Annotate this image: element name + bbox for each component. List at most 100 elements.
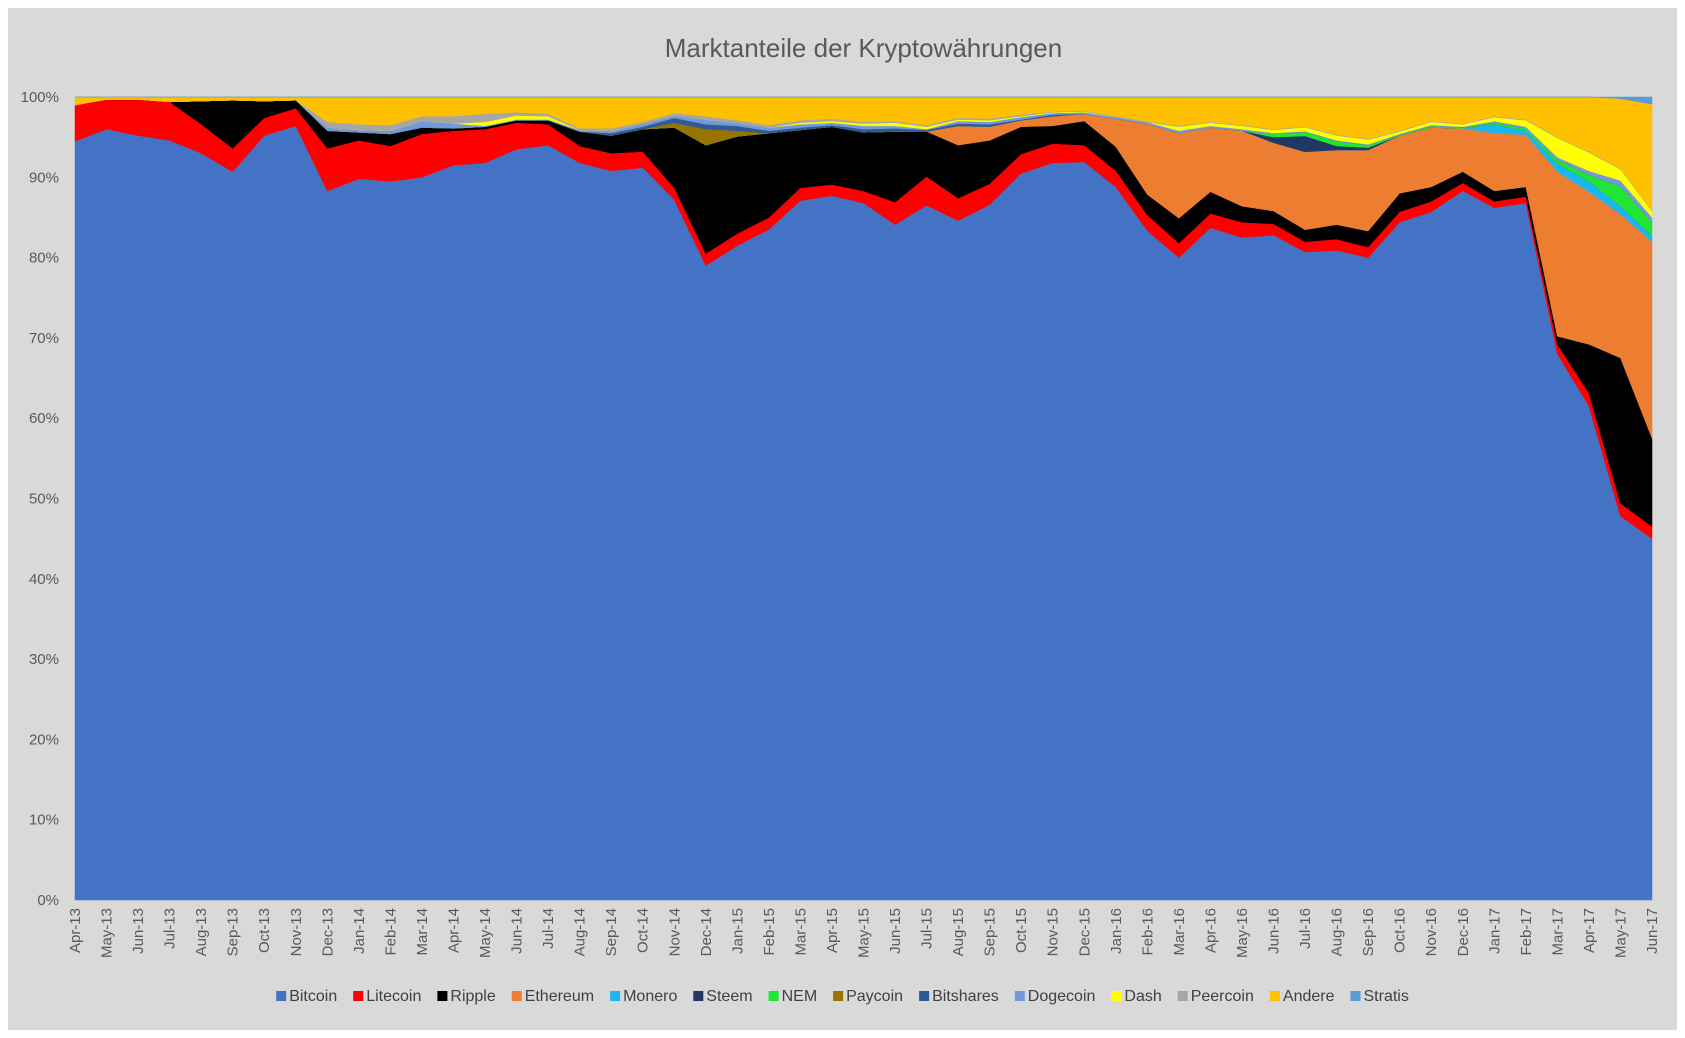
y-tick-label: 30% xyxy=(29,651,59,668)
legend-swatch xyxy=(919,991,930,1001)
x-tick-label: May-13 xyxy=(99,908,116,958)
x-tick-label: Mar-14 xyxy=(414,908,431,956)
y-tick-label: 0% xyxy=(37,892,59,909)
x-tick-label: Jul-14 xyxy=(540,908,557,949)
x-tick-label: Sep-14 xyxy=(603,908,620,956)
legend-swatch xyxy=(511,991,522,1001)
y-tick-label: 80% xyxy=(29,250,59,267)
x-tick-label: Sep-13 xyxy=(225,908,242,956)
x-tick-label: Nov-15 xyxy=(1045,908,1062,956)
x-tick-label: Sep-16 xyxy=(1360,908,1377,956)
x-tick-label: Mar-17 xyxy=(1549,908,1566,956)
x-tick-label: Oct-13 xyxy=(256,908,273,953)
x-tick-label: Mar-16 xyxy=(1171,908,1188,956)
x-tick-label: Jun-15 xyxy=(887,908,904,954)
x-tick-label: Apr-13 xyxy=(67,908,84,953)
legend-swatch xyxy=(610,991,621,1001)
x-tick-label: Feb-16 xyxy=(1139,908,1156,956)
legend: Bitcoin Litecoin Ripple Ethereum Monero Steem… xyxy=(276,988,1409,1005)
legend-item-peercoin: Peercoin xyxy=(1177,988,1254,1005)
legend-label: Steem xyxy=(706,988,752,1005)
legend-swatch xyxy=(1014,991,1025,1001)
legend-swatch xyxy=(693,991,704,1001)
y-tick-label: 10% xyxy=(29,812,59,829)
legend-item-ripple: Ripple xyxy=(437,988,496,1005)
x-tick-label: Apr-15 xyxy=(824,908,841,953)
x-tick-label: May-16 xyxy=(1234,908,1251,958)
legend-item-nem: NEM xyxy=(768,988,818,1005)
legend-item-andere: Andere xyxy=(1269,988,1335,1005)
legend-label: Bitcoin xyxy=(289,988,337,1005)
legend-label: Paycoin xyxy=(846,988,903,1005)
x-axis-tick-labels: Apr-13 May-13 Jun-13 Jul-13 Aug-13 Sep-13 Oct-… xyxy=(67,908,1661,958)
legend-item-bitcoin: Bitcoin xyxy=(276,988,337,1005)
x-tick-label: Dec-14 xyxy=(698,908,715,956)
legend-swatch xyxy=(276,991,287,1001)
legend-swatch xyxy=(1350,991,1361,1001)
legend-label: Ripple xyxy=(450,988,495,1005)
legend-item-dash: Dash xyxy=(1111,988,1162,1005)
legend-label: Monero xyxy=(623,988,677,1005)
x-tick-label: Aug-15 xyxy=(950,908,967,956)
x-tick-label: Jun-16 xyxy=(1266,908,1283,954)
legend-label: Stratis xyxy=(1364,988,1409,1005)
x-tick-label: Nov-16 xyxy=(1423,908,1440,956)
x-tick-label: Feb-17 xyxy=(1518,908,1535,956)
x-tick-label: Jan-15 xyxy=(729,908,746,954)
x-tick-label: Oct-16 xyxy=(1392,908,1409,953)
y-tick-label: 40% xyxy=(29,571,59,588)
x-tick-label: Apr-14 xyxy=(445,908,462,953)
x-tick-label: Aug-13 xyxy=(193,908,210,956)
legend-label: NEM xyxy=(782,988,818,1005)
legend-label: Ethereum xyxy=(525,988,594,1005)
x-tick-label: Nov-13 xyxy=(288,908,305,956)
legend-label: Litecoin xyxy=(366,988,421,1005)
x-tick-label: Oct-15 xyxy=(1013,908,1030,953)
legend-item-monero: Monero xyxy=(610,988,677,1005)
x-tick-label: May-15 xyxy=(856,908,873,958)
legend-item-steem: Steem xyxy=(693,988,753,1005)
legend-item-stratis: Stratis xyxy=(1350,988,1409,1005)
x-tick-label: Nov-14 xyxy=(666,908,683,956)
legend-label: Bitshares xyxy=(932,988,999,1005)
legend-swatch xyxy=(353,991,364,1001)
x-tick-label: Aug-16 xyxy=(1329,908,1346,956)
legend-label: Andere xyxy=(1283,988,1335,1005)
legend-swatch xyxy=(768,991,779,1001)
x-tick-label: Feb-15 xyxy=(761,908,778,956)
x-tick-label: Mar-15 xyxy=(792,908,809,956)
legend-swatch xyxy=(833,991,844,1001)
x-tick-label: Aug-14 xyxy=(572,908,589,956)
x-tick-label: Jun-13 xyxy=(130,908,147,954)
legend-swatch xyxy=(1177,991,1188,1001)
y-tick-label: 100% xyxy=(21,89,59,106)
x-tick-label: Jan-16 xyxy=(1108,908,1125,954)
x-tick-label: Dec-15 xyxy=(1076,908,1093,956)
y-axis-tick-labels: 0% 10% 20% 30% 40% 50% 60% 70% 80% 90% 100% xyxy=(21,89,59,909)
x-tick-label: Apr-16 xyxy=(1202,908,1219,953)
y-tick-label: 50% xyxy=(29,491,59,508)
x-tick-label: Dec-13 xyxy=(319,908,336,956)
x-tick-label: Jun-14 xyxy=(509,908,526,954)
x-tick-label: May-17 xyxy=(1612,908,1629,958)
x-tick-label: Jul-13 xyxy=(162,908,179,949)
legend-label: Dash xyxy=(1124,988,1161,1005)
x-tick-label: Oct-14 xyxy=(635,908,652,953)
x-tick-label: Jan-17 xyxy=(1486,908,1503,954)
x-tick-label: Dec-16 xyxy=(1455,908,1472,956)
x-tick-label: Jul-15 xyxy=(919,908,936,949)
x-tick-label: Feb-14 xyxy=(382,908,399,956)
legend-item-bitshares: Bitshares xyxy=(919,988,999,1005)
chart-title: Marktanteile der Kryptowährungen xyxy=(665,33,1062,63)
y-tick-label: 70% xyxy=(29,330,59,347)
legend-swatch xyxy=(437,991,448,1001)
legend-item-paycoin: Paycoin xyxy=(833,988,903,1005)
area-series-group xyxy=(74,96,1653,901)
legend-swatch xyxy=(1269,991,1280,1001)
legend-item-dogecoin: Dogecoin xyxy=(1014,988,1095,1005)
x-tick-label: Jul-16 xyxy=(1297,908,1314,949)
y-tick-label: 90% xyxy=(29,169,59,186)
y-tick-label: 60% xyxy=(29,410,59,427)
